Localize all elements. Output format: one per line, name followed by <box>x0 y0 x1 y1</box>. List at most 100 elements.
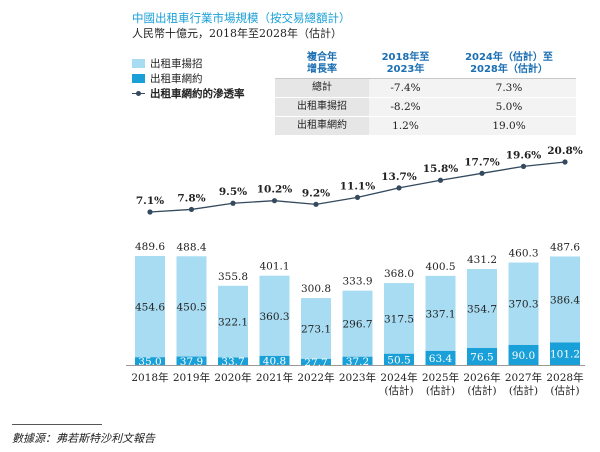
bar-online <box>384 353 414 365</box>
penetration-label: 15.8% <box>423 163 459 175</box>
data-label-total: 333.9 <box>342 276 372 288</box>
legend-item-street-hail: 出租車揚招 <box>132 56 245 71</box>
chart-title: 中國出租車行業市場規模（按交易總額計） <box>132 11 351 25</box>
x-tick-label: 2020年 <box>214 371 251 384</box>
data-label-online: 37.2 <box>346 356 369 368</box>
data-label-total: 460.3 <box>508 248 538 260</box>
x-tick-label: 2019年 <box>173 371 210 384</box>
bar-street-hail <box>218 285 248 358</box>
legend: 出租車揚招 出租車網約 出租車網約的滲透率 <box>132 56 245 101</box>
x-tick-label: 2022年 <box>297 371 334 384</box>
cagr-row-label: 總計 <box>275 78 369 98</box>
legend-item-online: 出租車網約 <box>132 71 245 86</box>
bar-online <box>218 357 248 365</box>
data-label-total: 487.6 <box>550 241 580 253</box>
penetration-point <box>188 206 195 213</box>
cagr-header-period-1: 2018年至 2023年 <box>369 50 442 79</box>
data-label-total: 400.5 <box>425 261 455 273</box>
bar-online <box>301 358 331 365</box>
cagr-value: 5.0% <box>441 97 576 117</box>
x-tick-label: (估計) <box>550 384 579 397</box>
data-label-online: 63.4 <box>429 353 453 365</box>
data-label-online: 33.7 <box>221 356 244 368</box>
legend-item-penetration: 出租車網約的滲透率 <box>132 86 245 101</box>
penetration-point <box>562 159 568 165</box>
x-tick-label: 2026年 <box>463 371 500 384</box>
data-label-street-hail: 386.4 <box>550 294 580 306</box>
data-label-online: 50.5 <box>387 354 410 366</box>
penetration-point <box>147 209 153 215</box>
cagr-row: 總計 -7.4% 7.3% <box>275 78 576 98</box>
bar-online <box>176 356 207 365</box>
bar-street-hail <box>135 256 165 358</box>
x-tick-label: 2018年 <box>131 371 168 384</box>
cagr-value: 7.3% <box>441 78 576 98</box>
cagr-header-period-2: 2024年（估計）至 2028年（估計） <box>441 50 576 79</box>
cagr-row: 出租車揚招 -8.2% 5.0% <box>275 97 576 117</box>
cagr-row-label: 出租車揚招 <box>275 97 369 117</box>
penetration-point <box>271 198 278 204</box>
data-label-total: 300.8 <box>301 283 331 295</box>
data-label-street-hail: 360.3 <box>259 311 289 323</box>
data-label-street-hail: 273.1 <box>301 323 331 335</box>
data-label-online: 27.7 <box>304 357 327 369</box>
bar-street-hail <box>550 256 580 343</box>
x-tick-label: (估計) <box>467 384 496 397</box>
data-label-street-hail: 322.1 <box>218 317 248 329</box>
penetration-point <box>313 201 319 207</box>
x-tick-label: 2025年 <box>422 371 459 384</box>
data-label-online: 37.9 <box>180 356 203 368</box>
x-tick-label: (估計) <box>384 384 413 397</box>
bar-street-hail <box>384 283 414 354</box>
bar-street-hail <box>508 262 539 345</box>
penetration-label: 10.2% <box>257 184 293 196</box>
bar-street-hail <box>425 275 456 351</box>
bar-online <box>550 342 580 365</box>
cagr-header-label: 複合年 增長率 <box>275 50 369 79</box>
cagr-value: -8.2% <box>369 97 442 117</box>
bar-online <box>425 350 456 365</box>
bar-street-hail <box>176 256 207 357</box>
cagr-value: 1.2% <box>369 116 442 136</box>
bar-online <box>135 357 165 365</box>
legend-swatch-online <box>132 74 145 83</box>
bar-online <box>342 356 373 365</box>
penetration-point <box>354 194 361 201</box>
bar-online <box>259 355 290 365</box>
bar-street-hail <box>301 298 331 359</box>
legend-swatch-street-hail <box>132 59 145 68</box>
data-label-total: 355.8 <box>218 271 248 283</box>
data-label-total: 431.2 <box>467 254 497 266</box>
x-tick-label: (估計) <box>426 384 455 397</box>
penetration-point <box>396 185 402 191</box>
penetration-label: 13.7% <box>381 171 417 183</box>
data-label-total: 401.1 <box>259 261 289 273</box>
penetration-point <box>230 200 236 206</box>
data-label-street-hail: 296.7 <box>342 319 372 331</box>
data-label-street-hail: 370.3 <box>508 299 538 311</box>
bar-street-hail <box>342 290 373 357</box>
penetration-point <box>520 163 527 169</box>
x-tick-label: (估計) <box>509 384 538 397</box>
penetration-label: 7.8% <box>177 192 205 204</box>
cagr-header-row: 複合年 增長率 2018年至 2023年 2024年（估計）至 2028年（估計… <box>275 50 576 79</box>
penetration-label: 17.7% <box>464 156 500 168</box>
source-rule <box>12 424 102 425</box>
data-label-total: 488.4 <box>176 241 206 253</box>
data-label-street-hail: 450.5 <box>176 301 206 313</box>
legend-label-online: 出租車網約 <box>150 73 203 85</box>
penetration-label: 11.1% <box>340 180 376 192</box>
penetration-label: 7.1% <box>136 195 164 207</box>
data-label-street-hail: 337.1 <box>425 308 455 320</box>
x-tick-label: 2021年 <box>256 371 293 384</box>
data-label-street-hail: 454.6 <box>135 302 165 314</box>
penetration-point <box>437 177 444 183</box>
bar-street-hail <box>467 269 497 348</box>
x-tick-label: 2023年 <box>339 371 376 384</box>
cagr-row-label: 出租車網約 <box>275 116 369 136</box>
x-tick-label: 2028年 <box>546 371 583 384</box>
data-label-total: 368.0 <box>384 268 414 280</box>
source-note: 數據源：弗若斯特沙利文報告 <box>12 432 155 445</box>
data-label-online: 101.2 <box>550 349 580 361</box>
cagr-row: 出租車網約 1.2% 19.0% <box>275 116 576 136</box>
